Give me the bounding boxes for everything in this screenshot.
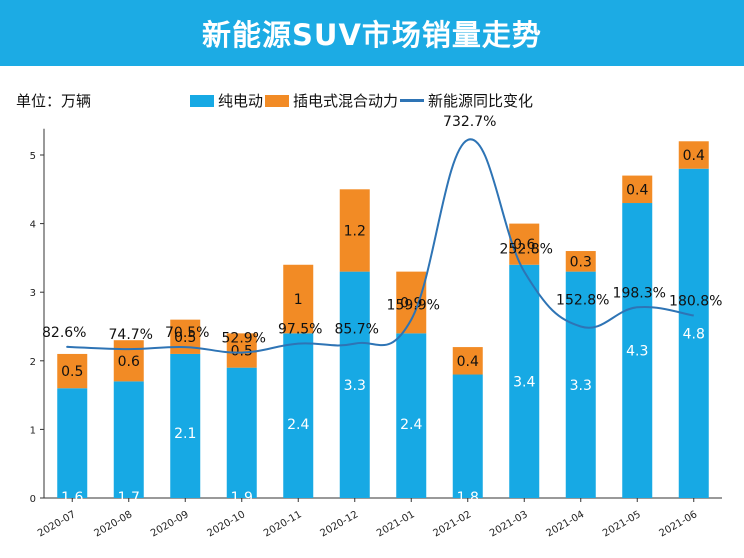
bar-bev (57, 388, 88, 498)
x-tick-label: 2020-09 (149, 509, 191, 539)
legend-item-growth: 新能源同比变化 (400, 90, 533, 111)
unit-label: 单位：万辆 (16, 92, 92, 110)
y-tick-label: 1 (30, 425, 36, 436)
legend-item-bev: 纯电动 (190, 90, 263, 111)
growth-value-label: 180.8% (669, 294, 722, 310)
growth-value-label: 70.5% (165, 325, 209, 341)
bar-bev-value-label: 3.3 (570, 378, 592, 394)
bar-phev (113, 340, 144, 382)
chart-legend: 纯电动 插电式混合动力 新能源同比变化 (190, 90, 535, 111)
y-tick-label: 0 (30, 494, 36, 505)
bar-phev (226, 333, 257, 368)
bar-phev-value-label: 0.5 (61, 364, 83, 380)
bar-bev-value-label: 2.4 (287, 417, 309, 433)
bar-bev (339, 271, 370, 498)
legend-swatch-bev (190, 94, 214, 107)
bar-phev-value-label: 0.6 (513, 237, 535, 253)
bar-phev (678, 141, 709, 169)
legend-label-phev: 插电式混合动力 (293, 92, 399, 110)
legend-item-phev: 插电式混合动力 (265, 90, 398, 111)
x-tick-label: 2021-01 (375, 509, 417, 539)
bar-bev (226, 367, 257, 498)
legend-label-bev: 纯电动 (218, 92, 264, 110)
bar-phev (565, 251, 596, 272)
growth-value-label: 74.7% (109, 327, 153, 343)
bar-bev (170, 353, 201, 498)
bar-bev-value-label: 2.1 (174, 426, 196, 442)
x-tick-label: 2021-06 (658, 509, 700, 539)
bar-phev-value-label: 0.5 (174, 330, 196, 346)
bar-phev-value-label: 0.5 (231, 344, 253, 360)
y-tick-label: 4 (30, 220, 36, 231)
bar-bev-value-label: 3.3 (344, 378, 366, 394)
growth-value-label: 732.7% (443, 114, 496, 130)
growth-value-label: 97.5% (278, 322, 322, 338)
x-tick-label: 2021-03 (488, 509, 530, 539)
bar-phev (452, 347, 483, 375)
bar-phev-value-label: 0.4 (457, 354, 479, 370)
growth-line (66, 138, 694, 354)
title-banner: 新能源SUV市场销量走势 (0, 0, 744, 66)
legend-label-growth: 新能源同比变化 (428, 92, 534, 110)
legend-swatch-growth (400, 99, 425, 102)
bar-phev (57, 353, 88, 389)
bar-bev (509, 264, 540, 498)
bar-bev-value-label: 3.4 (513, 374, 535, 390)
growth-value-label: 82.6% (42, 325, 86, 341)
bar-phev-value-label: 0.6 (118, 354, 140, 370)
growth-value-label: 85.7% (335, 322, 379, 338)
x-tick-label: 2020-11 (262, 509, 304, 539)
bar-bev (283, 333, 314, 498)
bar-phev (339, 189, 370, 272)
x-tick-label: 2020-08 (93, 509, 135, 539)
growth-value-label: 159.9% (387, 298, 440, 314)
x-tick-label: 2021-04 (545, 509, 587, 539)
bar-phev-value-label: 0.4 (626, 182, 648, 198)
bar-phev (283, 264, 314, 334)
bar-bev-value-label: 2.4 (400, 417, 422, 433)
y-tick-label: 3 (30, 288, 36, 299)
bar-bev-value-label: 4.8 (683, 326, 705, 342)
bar-bev (396, 333, 427, 498)
bar-phev (396, 271, 427, 334)
bar-phev-value-label: 1 (294, 292, 303, 308)
x-tick-label: 2021-02 (432, 509, 474, 539)
x-tick-label: 2021-05 (601, 509, 643, 539)
bar-bev (565, 271, 596, 498)
legend-swatch-phev (265, 94, 290, 107)
growth-value-label: 252.8% (500, 242, 553, 258)
bar-bev (622, 203, 653, 498)
bar-bev-value-label: 4.3 (626, 344, 648, 360)
growth-value-label: 152.8% (556, 293, 609, 309)
growth-value-label: 52.9% (222, 331, 266, 347)
bar-bev (452, 374, 483, 498)
bar-bev (113, 381, 144, 498)
bar-phev-value-label: 1.2 (344, 223, 366, 239)
x-tick-label: 2020-12 (319, 509, 361, 539)
growth-value-label: 198.3% (613, 285, 666, 301)
bar-phev-value-label: 0.4 (683, 148, 705, 164)
y-tick-label: 2 (30, 357, 36, 368)
y-tick-label: 5 (30, 151, 36, 162)
chart-title: 新能源SUV市场销量走势 (202, 18, 542, 52)
bar-phev (509, 223, 540, 265)
x-tick-label: 2020-07 (36, 509, 78, 539)
bar-phev-value-label: 0.3 (570, 254, 592, 270)
bar-phev (622, 175, 653, 204)
bar-bev (678, 168, 709, 498)
x-tick-label: 2020-10 (206, 509, 248, 539)
